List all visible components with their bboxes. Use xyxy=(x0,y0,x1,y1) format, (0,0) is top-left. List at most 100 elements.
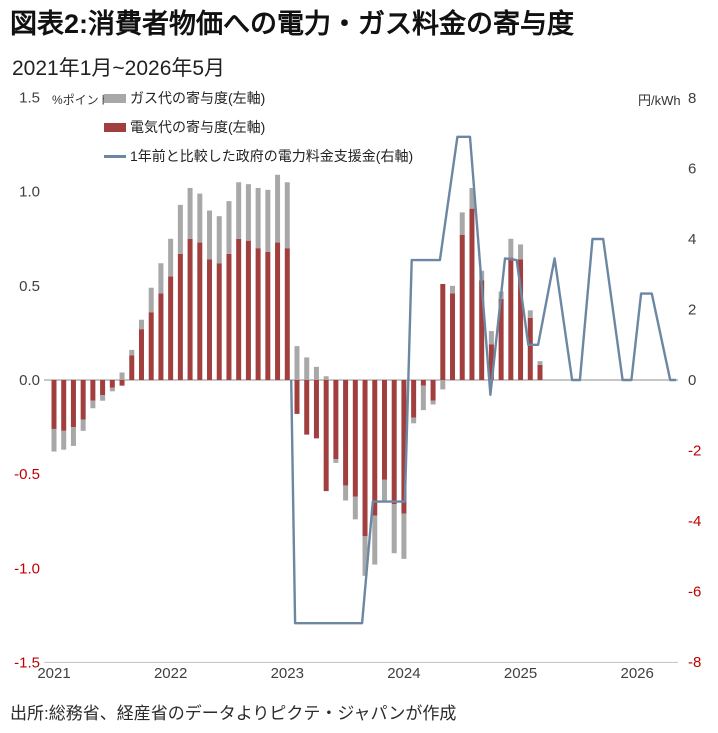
subsidy-line-swatch-icon xyxy=(104,154,126,158)
x-axis-year-label: 2024 xyxy=(387,665,420,682)
left-axis-unit-label: %ポイント xyxy=(52,93,111,107)
bar-electricity xyxy=(430,380,436,401)
bar-electricity xyxy=(411,380,417,418)
page-title: 図表2:消費者物価への電力・ガス料金の寄与度 xyxy=(10,9,575,39)
bar-electricity xyxy=(197,242,203,380)
source-note: 出所:総務省、経産省のデータよりピクテ・ジャパンが作成 xyxy=(10,704,457,723)
bar-gas xyxy=(158,263,164,294)
bar-electricity xyxy=(51,380,57,429)
bar-gas xyxy=(527,310,533,318)
bar-electricity xyxy=(255,248,261,380)
bar-gas xyxy=(265,189,271,252)
bar-electricity xyxy=(362,380,368,537)
left-axis-tick-label: -1.5 xyxy=(14,654,40,671)
bar-electricity xyxy=(177,253,183,380)
right-axis-tick-label: -4 xyxy=(688,513,701,530)
bar-gas xyxy=(440,380,446,390)
bar-gas xyxy=(197,193,203,243)
bar-electricity xyxy=(440,283,446,380)
chart-legend: ガス代の寄与度(左軸) 電気代の寄与度(左軸) 1年前と比較した政府の電力料金支… xyxy=(104,88,413,175)
bar-gas xyxy=(177,204,183,254)
bar-gas xyxy=(100,395,106,401)
legend-item-electricity: 電気代の寄与度(左軸) xyxy=(104,117,413,137)
bar-electricity xyxy=(284,248,290,380)
bar-electricity xyxy=(518,259,524,380)
bar-electricity xyxy=(70,380,76,428)
subsidy-line xyxy=(290,135,677,625)
bar-electricity xyxy=(275,242,281,380)
bar-gas xyxy=(236,182,242,239)
legend-label-gas: ガス代の寄与度(左軸) xyxy=(130,90,266,106)
right-axis-tick-label: -2 xyxy=(688,443,701,460)
right-axis-tick-label: -6 xyxy=(688,584,701,601)
bar-gas xyxy=(518,244,524,260)
bar-electricity xyxy=(265,251,271,380)
right-axis-tick-label: 0 xyxy=(688,372,696,389)
bar-electricity xyxy=(216,263,222,380)
bar-electricity xyxy=(168,276,174,380)
bar-electricity xyxy=(187,238,193,380)
legend-label-subsidy: 1年前と比較した政府の電力料金支援金(右軸) xyxy=(130,148,414,164)
bar-gas xyxy=(255,187,261,249)
bar-electricity xyxy=(323,380,329,492)
legend-item-gas: ガス代の寄与度(左軸) xyxy=(104,88,413,108)
bar-gas xyxy=(333,459,339,463)
bar-electricity xyxy=(148,312,154,380)
bar-gas xyxy=(226,201,232,254)
bar-electricity xyxy=(61,380,67,431)
right-axis-tick-label: 6 xyxy=(688,161,696,178)
bar-electricity xyxy=(537,364,543,380)
bar-electricity xyxy=(158,293,164,380)
bar-gas xyxy=(138,319,144,330)
bar-gas xyxy=(430,400,436,405)
electricity-bar-swatch-icon xyxy=(104,122,126,132)
right-axis-tick-label: -8 xyxy=(688,654,701,671)
bar-electricity xyxy=(138,329,144,380)
left-axis-tick-label: 1.5 xyxy=(19,90,40,107)
bar-gas xyxy=(420,385,426,411)
bar-electricity xyxy=(294,380,300,414)
bar-electricity xyxy=(381,380,387,480)
bar-gas xyxy=(294,346,300,380)
bar-gas xyxy=(129,349,135,356)
bar-electricity xyxy=(459,235,465,380)
right-axis-tick-label: 2 xyxy=(688,302,696,319)
bar-electricity xyxy=(372,380,378,516)
bar-gas xyxy=(372,515,378,565)
bar-electricity xyxy=(527,317,533,380)
bar-gas xyxy=(284,182,290,249)
bar-electricity xyxy=(245,240,251,380)
bar-gas xyxy=(90,400,96,409)
bar-electricity xyxy=(401,380,407,514)
bar-electricity xyxy=(352,380,358,497)
bar-electricity xyxy=(498,299,504,380)
bar-gas xyxy=(323,376,329,380)
bar-electricity xyxy=(80,380,86,420)
bar-gas xyxy=(70,427,76,446)
x-axis-year-label: 2021 xyxy=(37,665,70,682)
bar-gas xyxy=(119,372,125,380)
x-axis-year-label: 2023 xyxy=(271,665,304,682)
bar-gas xyxy=(61,430,67,450)
gas-bar-swatch-icon xyxy=(104,93,126,103)
bar-electricity xyxy=(333,380,339,460)
bar-electricity xyxy=(313,380,319,439)
bar-electricity xyxy=(207,259,213,380)
bar-gas xyxy=(275,174,281,243)
bar-electricity xyxy=(508,257,514,380)
bar-electricity xyxy=(109,380,115,388)
bar-gas xyxy=(401,513,407,559)
bar-electricity xyxy=(236,238,242,380)
bar-gas xyxy=(207,210,213,260)
bar-electricity xyxy=(488,344,494,380)
bar-gas xyxy=(304,357,310,380)
bar-electricity xyxy=(479,280,485,380)
bar-gas xyxy=(313,366,319,380)
legend-item-subsidy: 1年前と比較した政府の電力料金支援金(右軸) xyxy=(104,146,413,166)
bar-gas xyxy=(80,419,86,431)
bar-gas xyxy=(148,287,154,313)
bar-gas xyxy=(391,504,397,554)
x-axis-year-label: 2022 xyxy=(154,665,187,682)
bar-gas xyxy=(245,184,251,241)
